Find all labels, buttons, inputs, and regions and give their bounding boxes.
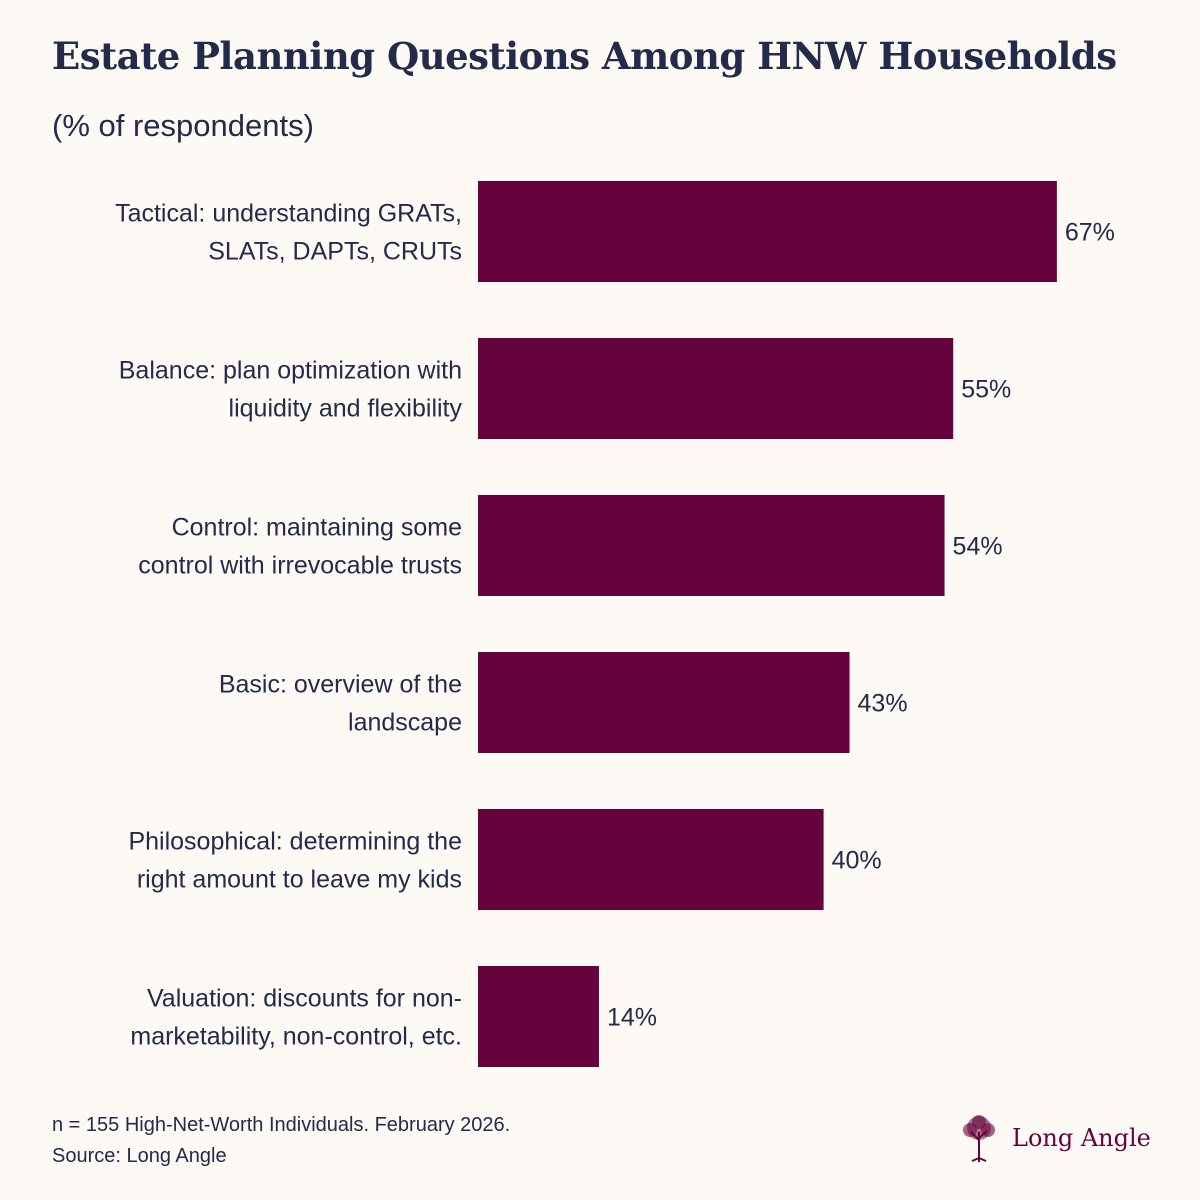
category-label-1-line-1: liquidity and flexibility [229,395,463,423]
bar-3 [478,652,850,753]
category-label-0-line-1: SLATs, DAPTs, CRUTs [208,238,462,266]
bar-1 [478,338,954,439]
long-angle-logo: Long Angle [958,1114,1151,1162]
bar-0 [478,181,1057,282]
bar-2 [478,495,945,596]
category-label-0-line-0: Tactical: understanding GRATs, [115,200,462,228]
category-label-2-line-0: Control: maintaining some [172,514,462,542]
chart-title: Estate Planning Questions Among HNW Hous… [52,34,1117,78]
category-label-4-line-1: right amount to leave my kids [137,866,462,894]
value-label-3: 43% [858,690,908,718]
category-label-5-line-0: Valuation: discounts for non- [147,985,462,1013]
chart-subtitle: (% of respondents) [52,108,314,143]
bar-4 [478,809,824,910]
tree-icon [963,1115,995,1162]
footer-note: n = 155 High-Net-Worth Individuals. Febr… [52,1114,511,1136]
category-label-5-line-1: marketability, non-control, etc. [130,1023,462,1051]
value-label-5: 14% [607,1004,657,1032]
bar-5 [478,966,599,1067]
value-label-2: 54% [953,533,1003,561]
category-label-4-line-0: Philosophical: determining the [128,828,462,856]
footer: n = 155 High-Net-Worth Individuals. Febr… [52,1110,510,1172]
value-label-4: 40% [832,847,882,875]
category-label-3-line-0: Basic: overview of the [219,671,462,699]
category-label-3-line-1: landscape [348,709,462,737]
value-label-0: 67% [1065,219,1115,247]
logo-text: Long Angle [1012,1124,1151,1152]
footer-source: Source: Long Angle [52,1145,227,1167]
category-label-1-line-0: Balance: plan optimization with [119,357,462,385]
value-label-1: 55% [961,376,1011,404]
category-label-2-line-1: control with irrevocable trusts [138,552,462,580]
